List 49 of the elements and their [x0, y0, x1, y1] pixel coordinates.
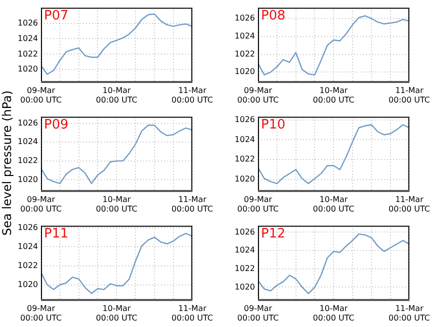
y-tick-label: 1022	[18, 260, 38, 270]
x-tick-label: 09-Mar 00:00 UTC	[20, 304, 62, 322]
x-tick-label: 11-Mar 00:00 UTC	[172, 304, 214, 322]
x-tick-label: 09-Mar 00:00 UTC	[237, 86, 280, 104]
y-tick-label: 1026	[18, 118, 38, 128]
y-tick-label: 1026	[18, 18, 38, 28]
y-tick-label: 1026	[234, 227, 255, 236]
x-tick-label: 10-Mar 00:00 UTC	[96, 304, 138, 322]
x-tick-label: 10-Mar 00:00 UTC	[96, 194, 138, 214]
x-tick-label: 11-Mar 00:00 UTC	[172, 194, 214, 214]
y-tick-label: 1020	[18, 174, 38, 184]
y-tick-label: 1022	[234, 49, 255, 58]
x-tick-label: 10-Mar 00:00 UTC	[312, 304, 355, 322]
x-tick-label: 09-Mar 00:00 UTC	[20, 194, 62, 214]
y-tick-label: 1024	[18, 242, 38, 251]
y-tick-label: 1026	[234, 114, 255, 124]
y-tick-label: 1022	[18, 49, 38, 58]
x-tick-label: 10-Mar 00:00 UTC	[312, 194, 355, 214]
x-tick-label: 11-Mar 00:00 UTC	[388, 86, 430, 104]
y-tick-label: 1020	[234, 67, 255, 76]
y-tick-label: 1024	[18, 137, 38, 146]
x-tick-label: 10-Mar 00:00 UTC	[96, 86, 138, 104]
y-tick-label: 1020	[18, 64, 38, 74]
chart-title: P08	[261, 8, 286, 24]
y-tick-label: 1022	[234, 154, 255, 164]
y-tick-label: 1024	[18, 34, 38, 43]
y-tick-label: 1022	[234, 264, 255, 273]
x-tick-label: 09-Mar 00:00 UTC	[237, 304, 280, 322]
y-tick-label: 1026	[234, 14, 255, 23]
chart-title: P11	[44, 226, 68, 242]
y-axis-title: Sea level pressure (hPa)	[0, 89, 15, 238]
chart-title: P12	[261, 226, 286, 242]
y-tick-label: 1026	[18, 222, 38, 232]
x-tick-label: 11-Mar 00:00 UTC	[172, 86, 214, 104]
chart-title: P07	[44, 8, 68, 24]
y-tick-label: 1020	[18, 280, 38, 289]
y-tick-label: 1024	[234, 134, 255, 144]
y-tick-label: 1020	[234, 174, 255, 184]
x-tick-label: 11-Mar 00:00 UTC	[388, 304, 430, 322]
x-tick-label: 10-Mar 00:00 UTC	[312, 86, 355, 104]
chart-title: P10	[261, 118, 286, 133]
x-tick-label: 11-Mar 00:00 UTC	[388, 194, 430, 214]
y-tick-label: 1024	[234, 246, 255, 255]
x-tick-label: 09-Mar 00:00 UTC	[237, 194, 280, 214]
y-tick-label: 1020	[234, 282, 255, 292]
x-tick-label: 09-Mar 00:00 UTC	[20, 86, 62, 104]
y-tick-label: 1022	[18, 156, 38, 166]
y-tick-label: 1024	[234, 31, 255, 40]
chart-title: P09	[44, 118, 68, 133]
